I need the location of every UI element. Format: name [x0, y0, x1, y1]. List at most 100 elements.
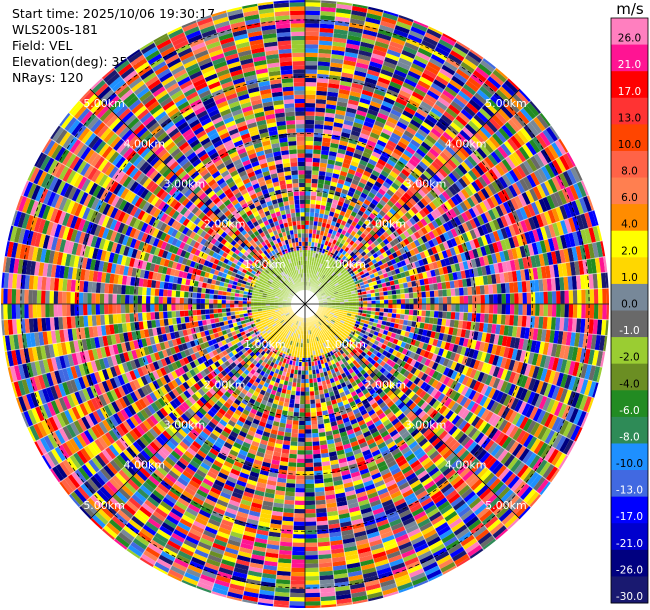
velocity-gate [204, 304, 210, 310]
velocity-gate [192, 304, 197, 310]
near-gate [322, 337, 327, 343]
near-gate [332, 330, 338, 335]
near-gate [305, 250, 308, 253]
velocity-gate [146, 312, 152, 321]
velocity-gate [311, 178, 319, 184]
velocity-gate [290, 441, 298, 446]
velocity-gate [295, 124, 305, 129]
near-gate [266, 274, 272, 279]
velocity-gate [311, 432, 319, 438]
velocity-gate [295, 475, 305, 480]
near-gate [270, 263, 276, 269]
near-gate [277, 323, 283, 328]
velocity-gate [295, 128, 305, 133]
velocity-gate [312, 441, 320, 446]
near-gate [266, 335, 272, 341]
near-gate [328, 322, 334, 327]
near-gate [267, 313, 272, 317]
near-gate [275, 333, 281, 338]
near-gate [273, 324, 278, 329]
near-gate [330, 319, 336, 324]
velocity-gate [154, 311, 160, 320]
near-gate [296, 250, 300, 253]
near-gate [325, 319, 330, 324]
near-gate [334, 339, 340, 345]
velocity-gate [300, 391, 305, 396]
velocity-gate [314, 478, 324, 484]
near-gate [272, 273, 278, 278]
near-gate [315, 266, 320, 272]
velocity-gate [298, 425, 305, 430]
velocity-wedges [1, 0, 609, 608]
near-gate [339, 319, 345, 324]
near-gate [258, 325, 264, 330]
near-gate [289, 267, 293, 273]
velocity-gate [305, 433, 313, 438]
near-gate [317, 262, 321, 268]
velocity-gate [299, 395, 305, 400]
velocity-gate [467, 304, 473, 313]
velocity-gate [213, 299, 218, 304]
near-gate [305, 355, 308, 358]
near-gate [290, 336, 295, 342]
near-gate [324, 256, 329, 262]
near-gate [285, 338, 290, 344]
near-gate [268, 288, 274, 292]
near-gate [251, 295, 254, 299]
velocity-gate [188, 291, 193, 299]
velocity-gate [284, 175, 292, 181]
velocity-gate [305, 429, 312, 434]
near-gate [319, 335, 323, 340]
velocity-gate [305, 128, 315, 133]
velocity-gate [295, 119, 305, 125]
near-gate [268, 337, 274, 343]
near-gate [278, 317, 283, 321]
near-gate [326, 345, 331, 351]
near-gate [283, 322, 288, 327]
velocity-gate [305, 199, 311, 204]
velocity-gate [305, 178, 312, 183]
near-gate [342, 323, 348, 328]
near-gate [334, 321, 339, 326]
velocity-gate [296, 140, 305, 146]
velocity-gate [290, 162, 298, 167]
velocity-gate [141, 304, 147, 313]
velocity-gate [296, 458, 305, 463]
velocity-gate [213, 304, 218, 309]
near-gate [326, 257, 331, 263]
near-gate [276, 281, 282, 286]
near-gate [285, 269, 290, 274]
near-gate [324, 261, 329, 267]
velocity-gate [450, 288, 456, 297]
velocity-gate [305, 166, 313, 171]
near-gate [270, 284, 275, 289]
near-gate [324, 320, 329, 325]
velocity-gate [313, 474, 324, 480]
near-gate [319, 278, 324, 283]
near-gate [280, 272, 285, 277]
near-gate [328, 339, 333, 344]
near-gate [256, 321, 262, 326]
near-gate [352, 304, 357, 307]
velocity-gate [288, 145, 297, 151]
near-gate [287, 283, 291, 288]
near-gate [277, 334, 282, 340]
velocity-gate [286, 478, 296, 484]
near-gate [259, 317, 265, 322]
velocity-gate [305, 212, 310, 217]
near-gate [287, 268, 291, 273]
velocity-gate [296, 462, 305, 468]
velocity-gate [146, 304, 151, 313]
velocity-gate [305, 454, 314, 459]
near-gate [320, 269, 325, 274]
velocity-gate [311, 170, 319, 176]
near-gate [258, 278, 264, 283]
velocity-gate [288, 457, 297, 463]
velocity-gate [297, 166, 305, 171]
near-gate [321, 318, 326, 322]
velocity-gate [312, 157, 321, 163]
velocity-gate [313, 128, 324, 134]
near-gate [282, 316, 287, 320]
velocity-gate [312, 437, 320, 442]
near-gate [280, 319, 285, 324]
